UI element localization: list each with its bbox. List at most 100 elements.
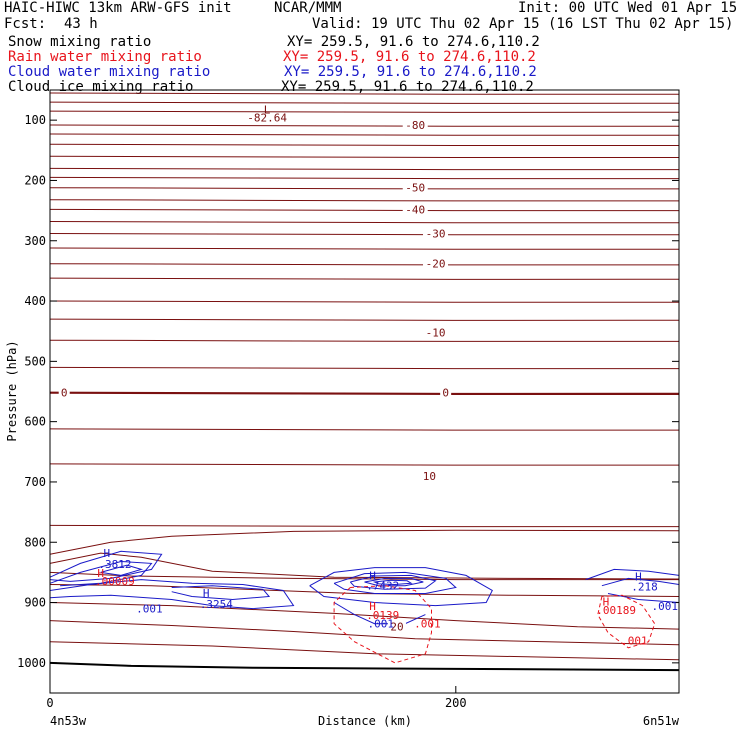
legend-name-cloud-ice: Cloud ice mixing ratio xyxy=(8,79,194,95)
plot-frame xyxy=(49,89,680,694)
x-tick-label: 0 xyxy=(46,696,53,710)
contour-value-label: -82.64 xyxy=(247,112,287,125)
y-tick-label: 700 xyxy=(24,475,46,489)
isotherm-label: -10 xyxy=(426,326,446,339)
contour-value-label: .218 xyxy=(631,580,658,593)
y-tick-label: 400 xyxy=(24,294,46,308)
isotherm-label-bg xyxy=(440,386,452,399)
contour-labels-layer: -80-50-40-30-20-100 01020L-82.64H.3812H.0… xyxy=(58,103,679,648)
isotherm-line xyxy=(49,339,680,343)
cloud-water-contour xyxy=(49,579,295,610)
y-tick-label: 500 xyxy=(24,354,46,368)
isotherm-line xyxy=(49,602,680,630)
rain-water-contour xyxy=(597,594,656,649)
legend-xy-rain: XY= 259.5, 91.6 to 274.6,110.2 xyxy=(283,49,536,65)
isotherm-label: 20 xyxy=(390,621,403,634)
isotherm-line xyxy=(49,391,680,396)
y-axis-title: Pressure (hPa) xyxy=(5,340,19,441)
cloud-water-layer xyxy=(49,550,680,625)
isotherm-label-bg xyxy=(402,118,428,131)
isotherm-label: -30 xyxy=(426,228,446,241)
rain-water-contour xyxy=(333,585,432,664)
legend-name-cloud-water: Cloud water mixing ratio xyxy=(8,64,211,80)
contour-value-label: H xyxy=(369,600,376,613)
y-tick-label: 300 xyxy=(24,234,46,248)
isotherm-line xyxy=(49,208,680,212)
isotherm-line xyxy=(49,92,680,95)
isotherm-label-bg xyxy=(387,620,406,633)
x-axis-title: Distance (km) xyxy=(318,714,412,728)
isotherm-label-bg xyxy=(423,257,449,270)
contour-value-label: .001 xyxy=(621,635,648,648)
y-tick-label: 100 xyxy=(24,113,46,127)
isotherm-label: 0 xyxy=(61,387,68,400)
rain-water-layer xyxy=(333,585,656,664)
isotherm-line xyxy=(49,552,680,580)
isotherm-line xyxy=(49,366,680,370)
y-tick-label: 600 xyxy=(24,415,46,429)
isotherm-label: 0 xyxy=(442,387,449,400)
init-time: Init: 00 UTC Wed 01 Apr 15 xyxy=(518,0,738,16)
y-tick-label: 800 xyxy=(24,535,46,549)
isotherm-line xyxy=(49,263,680,266)
legend-xy-cloud-ice: XY= 259.5, 91.6 to 274.6,110.2 xyxy=(281,79,534,95)
isotherm-line xyxy=(49,199,680,202)
isotherm-label-bg xyxy=(402,181,428,194)
isotherm-line xyxy=(49,584,680,597)
contour-value-label: H xyxy=(97,567,104,580)
org-label: NCAR/MMM xyxy=(274,0,342,16)
model-title: HAIC-HIWC 13km ARW-GFS init xyxy=(4,0,232,16)
endpoint-right-label: 6n51w xyxy=(643,714,680,728)
contour-value-label: H xyxy=(203,587,210,600)
isotherm-line xyxy=(49,428,680,431)
isotherm-line xyxy=(49,300,680,303)
legend-xy-snow: XY= 259.5, 91.6 to 274.6,110.2 xyxy=(287,34,540,50)
isotherm-line xyxy=(49,110,680,113)
cloud-water-contour xyxy=(49,550,163,582)
contour-value-label: .3812 xyxy=(98,558,131,571)
isotherm-label-bg xyxy=(402,203,428,216)
isotherm-line xyxy=(49,641,680,661)
isotherm-label: -50 xyxy=(405,182,425,195)
cloud-water-contour xyxy=(171,585,271,601)
isotherm-label-bg xyxy=(58,386,70,399)
isotherm-line xyxy=(49,221,680,224)
isotherm-label-bg xyxy=(423,227,449,240)
contour-value-label: .001 xyxy=(652,600,679,613)
isotherm-line xyxy=(49,124,680,127)
isotherm-label: -80 xyxy=(405,119,425,132)
contour-value-label: H xyxy=(104,547,111,560)
legend-xy-cloud-water: XY= 259.5, 91.6 to 274.6,110.2 xyxy=(284,64,537,80)
terrain-line xyxy=(49,661,680,672)
contour-value-label: L xyxy=(264,103,271,116)
contour-value-label: .001 xyxy=(414,618,441,631)
contour-value-label: .0139 xyxy=(366,609,399,622)
contour-value-label: .7432 xyxy=(366,580,399,593)
forecast-label: Fcst: xyxy=(4,16,47,32)
cloud-water-contour xyxy=(374,579,413,586)
y-tick-label: 900 xyxy=(24,596,46,610)
forecast-hours: 43 h xyxy=(64,16,98,32)
contour-value-label: .001 xyxy=(367,618,394,631)
endpoint-left-label: 4n53w xyxy=(50,714,87,728)
valid-time: Valid: 19 UTC Thu 02 Apr 15 (16 LST Thu … xyxy=(312,16,734,32)
isotherm-label: -40 xyxy=(405,203,425,216)
isotherm-line xyxy=(49,167,680,171)
contour-value-label: .00009 xyxy=(95,575,135,588)
isotherm-line xyxy=(49,233,680,236)
isotherm-line xyxy=(49,247,680,250)
cloud-water-contour xyxy=(333,571,457,594)
terrain-layer xyxy=(49,661,680,672)
isotherm-line xyxy=(49,176,680,180)
isotherm-line xyxy=(49,277,680,280)
isotherm-line xyxy=(49,155,680,159)
contour-value-label: .3254 xyxy=(200,598,233,611)
isotherm-label-bg xyxy=(420,469,439,482)
isotherm-layer xyxy=(49,92,680,661)
legend-name-snow: Snow mixing ratio xyxy=(8,34,152,50)
cloud-water-contour xyxy=(309,567,493,607)
isotherm-line xyxy=(49,187,680,190)
contour-value-label: H xyxy=(603,595,610,608)
isotherm-line xyxy=(49,620,680,646)
